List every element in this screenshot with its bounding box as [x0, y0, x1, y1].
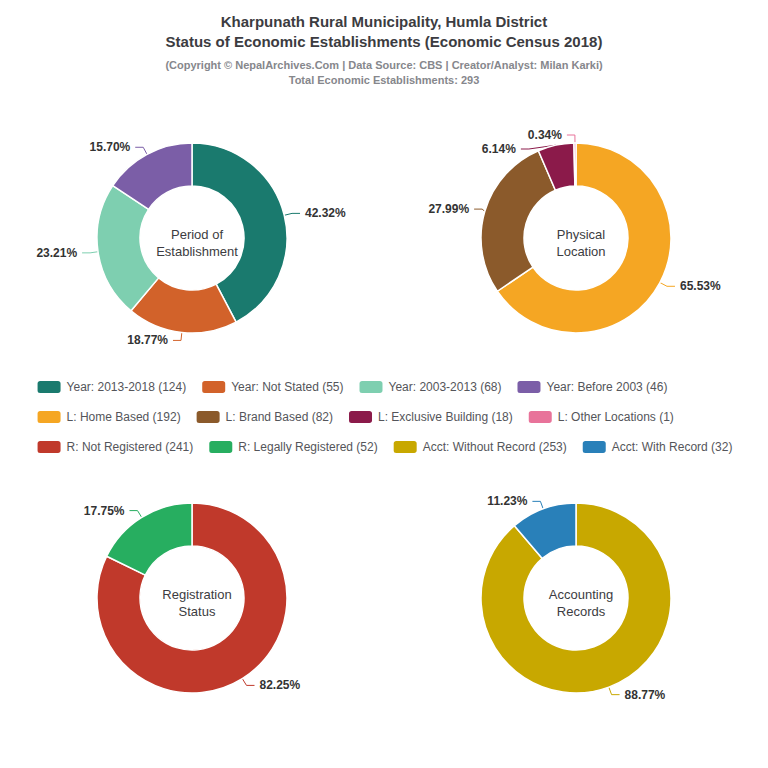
- svg-text:Year: 2003-2013 (68): Year: 2003-2013 (68): [389, 380, 502, 394]
- svg-text:Year: Before 2003 (46): Year: Before 2003 (46): [546, 380, 667, 394]
- svg-text:L: Brand Based (82): L: Brand Based (82): [226, 410, 333, 424]
- svg-text:Physical: Physical: [557, 227, 606, 242]
- svg-text:Acct: Without Record (253): Acct: Without Record (253): [423, 440, 567, 454]
- svg-text:Acct: With Record (32): Acct: With Record (32): [612, 440, 733, 454]
- svg-text:Establishment: Establishment: [156, 244, 238, 259]
- svg-text:Year: 2013-2018 (124): Year: 2013-2018 (124): [67, 380, 187, 394]
- svg-text:L: Exclusive Building (18): L: Exclusive Building (18): [378, 410, 513, 424]
- svg-text:L: Other Locations (1): L: Other Locations (1): [558, 410, 674, 424]
- svg-text:0.34%: 0.34%: [528, 128, 562, 142]
- svg-text:Location: Location: [556, 244, 605, 259]
- svg-text:Kharpunath Rural Municipality,: Kharpunath Rural Municipality, Humla Dis…: [221, 13, 547, 30]
- svg-text:82.25%: 82.25%: [260, 678, 301, 692]
- svg-text:18.77%: 18.77%: [127, 333, 168, 347]
- svg-text:R: Legally Registered (52): R: Legally Registered (52): [238, 440, 377, 454]
- svg-text:Year: Not Stated (55): Year: Not Stated (55): [231, 380, 343, 394]
- svg-text:Period of: Period of: [171, 227, 223, 242]
- svg-text:(Copyright © NepalArchives.Com: (Copyright © NepalArchives.Com | Data So…: [165, 59, 603, 71]
- svg-text:88.77%: 88.77%: [625, 688, 666, 702]
- svg-text:11.23%: 11.23%: [487, 494, 527, 508]
- svg-text:Accounting: Accounting: [549, 587, 613, 602]
- svg-text:Status of Economic Establishme: Status of Economic Establishments (Econo…: [166, 33, 603, 50]
- svg-text:27.99%: 27.99%: [428, 202, 469, 216]
- svg-text:15.70%: 15.70%: [90, 140, 131, 154]
- svg-text:R: Not Registered (241): R: Not Registered (241): [67, 440, 194, 454]
- svg-text:17.75%: 17.75%: [84, 504, 125, 518]
- svg-text:65.53%: 65.53%: [680, 279, 721, 293]
- svg-text:Records: Records: [557, 604, 606, 619]
- svg-text:6.14%: 6.14%: [482, 142, 516, 156]
- svg-text:Total Economic Establishments:: Total Economic Establishments: 293: [289, 74, 480, 86]
- svg-text:Status: Status: [179, 604, 216, 619]
- svg-text:Registration: Registration: [162, 587, 231, 602]
- svg-text:23.21%: 23.21%: [36, 246, 77, 260]
- svg-text:L: Home Based (192): L: Home Based (192): [67, 410, 181, 424]
- svg-text:42.32%: 42.32%: [305, 206, 346, 220]
